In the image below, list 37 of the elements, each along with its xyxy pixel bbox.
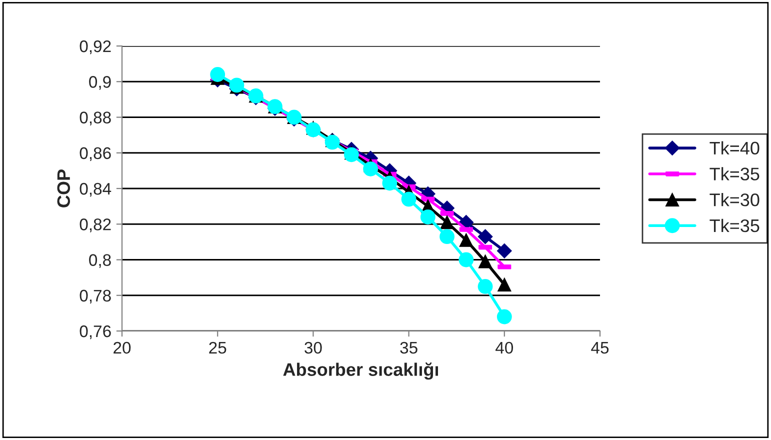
legend-label: Tk=35 [710,167,760,180]
point [478,229,493,244]
point [496,309,512,324]
x-tick-label: 30 [304,342,322,354]
legend-label: Tk=40 [710,141,760,155]
y-tick-label: 0,76 [80,325,111,340]
y-tick-label: 0,78 [80,290,111,304]
point [478,254,492,268]
point [498,278,512,292]
y-axis-title: COP [57,170,70,208]
point [401,192,416,207]
point [440,229,455,244]
point [497,243,512,258]
point [478,279,493,294]
point [363,161,378,176]
legend-label: Tk=35 [710,218,760,232]
y-tick-label: 0,8 [89,254,111,268]
point [440,216,454,230]
x-tick-label: 20 [114,342,131,354]
y-tick-label: 0,9 [89,76,111,90]
point [420,210,436,224]
x-tick-label: 35 [400,342,418,354]
x-axis-title: Absorber sıcaklığı [283,362,438,380]
point [344,147,359,162]
y-tick-label: 0,92 [80,40,111,54]
x-tick-label: 45 [591,342,609,354]
y-tick-label: 0,82 [80,218,111,232]
point [458,252,474,268]
point [382,176,398,191]
legend-label: Tk=30 [710,193,760,206]
x-tick-label: 40 [496,342,514,354]
point [210,67,226,82]
y-tick-label: 0,84 [80,182,112,197]
point [459,233,473,247]
y-tick-label: 0,88 [80,112,111,126]
x-tick-label: 25 [209,342,226,354]
y-tick-label: 0,86 [80,147,111,162]
